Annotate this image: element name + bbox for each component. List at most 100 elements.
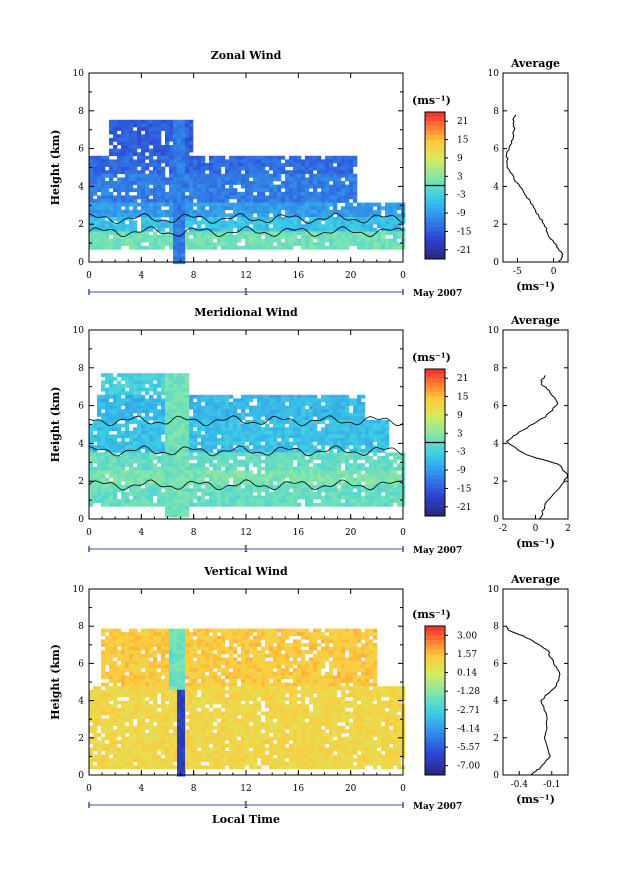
heatmap-cell bbox=[349, 416, 354, 421]
heatmap-cell bbox=[117, 202, 122, 207]
heatmap-cell bbox=[253, 463, 258, 468]
heatmap-cell bbox=[269, 231, 274, 236]
heatmap-cell bbox=[125, 152, 130, 157]
heatmap-cell bbox=[97, 466, 102, 471]
heatmap-cell bbox=[189, 217, 194, 221]
heatmap-cell bbox=[301, 217, 306, 221]
heatmap-cell bbox=[193, 463, 198, 468]
heatmap-cell bbox=[301, 227, 306, 232]
heatmap-cell bbox=[297, 412, 302, 417]
heatmap-cell bbox=[173, 141, 178, 146]
heatmap-cell bbox=[121, 743, 126, 748]
heatmap-cell bbox=[169, 148, 174, 153]
heatmap-cell bbox=[197, 163, 202, 167]
heatmap-cell bbox=[345, 231, 350, 236]
heatmap-cell bbox=[317, 242, 322, 247]
heatmap-cell bbox=[137, 441, 142, 446]
heatmap-cell bbox=[241, 481, 246, 486]
heatmap-cell bbox=[297, 448, 302, 453]
heatmap-cell bbox=[121, 635, 126, 640]
heatmap-cell bbox=[153, 398, 158, 403]
heatmap-cell bbox=[177, 376, 182, 381]
heatmap-cell bbox=[129, 380, 134, 385]
heatmap-cell bbox=[321, 438, 326, 442]
heatmap-cell bbox=[133, 697, 138, 701]
heatmap-cell bbox=[185, 502, 190, 507]
heatmap-cell bbox=[129, 456, 134, 460]
heatmap-cell bbox=[313, 492, 318, 496]
heatmap-cell bbox=[157, 202, 162, 207]
heatmap-cell bbox=[201, 448, 206, 453]
heatmap-cell bbox=[217, 202, 222, 207]
heatmap-cell bbox=[169, 191, 174, 196]
heatmap-cell bbox=[357, 499, 362, 504]
heatmap-cell bbox=[201, 474, 206, 478]
heatmap-cell bbox=[173, 430, 178, 435]
heatmap-cell bbox=[389, 202, 394, 207]
heatmap-cell bbox=[365, 235, 370, 239]
heatmap-cell bbox=[349, 191, 354, 196]
heatmap-cell bbox=[333, 452, 338, 457]
heatmap-cell bbox=[157, 130, 162, 135]
heatmap-cell bbox=[349, 481, 354, 486]
heatmap-cell bbox=[253, 441, 258, 446]
heatmap-cell bbox=[257, 166, 262, 171]
heatmap-cell bbox=[309, 231, 314, 236]
heatmap-cell bbox=[333, 195, 338, 200]
heatmap-cell bbox=[141, 152, 146, 157]
heatmap-cell bbox=[305, 242, 310, 247]
heatmap-cell bbox=[121, 199, 126, 203]
heatmap-cell bbox=[109, 675, 114, 680]
heatmap-cell bbox=[161, 199, 166, 203]
heatmap-cell bbox=[221, 155, 226, 160]
heatmap-cell bbox=[101, 682, 106, 687]
heatmap-cell bbox=[133, 466, 138, 471]
heatmap-cell bbox=[269, 242, 274, 247]
heatmap-cell bbox=[281, 409, 286, 414]
heatmap-cell bbox=[229, 238, 234, 243]
heatmap-cell bbox=[305, 231, 310, 236]
heatmap-cell bbox=[93, 459, 98, 464]
heatmap-cell bbox=[177, 416, 182, 421]
heatmap-cell bbox=[269, 405, 274, 410]
heatmap-cell bbox=[117, 715, 122, 719]
heatmap-cell bbox=[349, 235, 354, 239]
heatmap-cell bbox=[309, 452, 314, 457]
heatmap-cell bbox=[169, 188, 174, 193]
heatmap-cell bbox=[285, 499, 290, 504]
heatmap-cell bbox=[89, 217, 94, 221]
heatmap-cell bbox=[317, 231, 322, 236]
heatmap-cell bbox=[121, 682, 126, 687]
heatmap-cell bbox=[309, 209, 314, 214]
heatmap-cell bbox=[181, 470, 186, 475]
heatmap-cell bbox=[129, 664, 134, 669]
heatmap-cell bbox=[173, 152, 178, 157]
heatmap-cell bbox=[97, 711, 102, 716]
heatmap-cell bbox=[129, 181, 134, 185]
heatmap-cell bbox=[353, 416, 358, 421]
heatmap-cell bbox=[329, 481, 334, 486]
heatmap-cell bbox=[345, 159, 350, 164]
heatmap-cell bbox=[121, 373, 126, 378]
heatmap-cell bbox=[309, 448, 314, 453]
heatmap-cell bbox=[185, 434, 190, 439]
heatmap-cell bbox=[257, 209, 262, 214]
heatmap-cell bbox=[317, 163, 322, 167]
colorbar-swatch bbox=[425, 391, 445, 397]
heatmap-cell bbox=[101, 632, 106, 637]
heatmap-cell bbox=[389, 242, 394, 247]
heatmap-cell bbox=[173, 456, 178, 460]
heatmap-cell bbox=[373, 499, 378, 504]
heatmap-cell bbox=[149, 456, 154, 460]
heatmap-cell bbox=[217, 224, 222, 229]
heatmap-cell bbox=[309, 420, 314, 424]
heatmap-cell bbox=[345, 173, 350, 178]
heatmap-cell bbox=[237, 445, 242, 450]
heatmap-cell bbox=[109, 661, 114, 665]
heatmap-cell bbox=[373, 423, 378, 428]
heatmap-cell bbox=[145, 481, 150, 486]
heatmap-cell bbox=[353, 441, 358, 446]
profile-x-tick-label: -5 bbox=[513, 267, 522, 277]
heatmap-cell bbox=[125, 689, 130, 694]
heatmap-cell bbox=[357, 438, 362, 442]
